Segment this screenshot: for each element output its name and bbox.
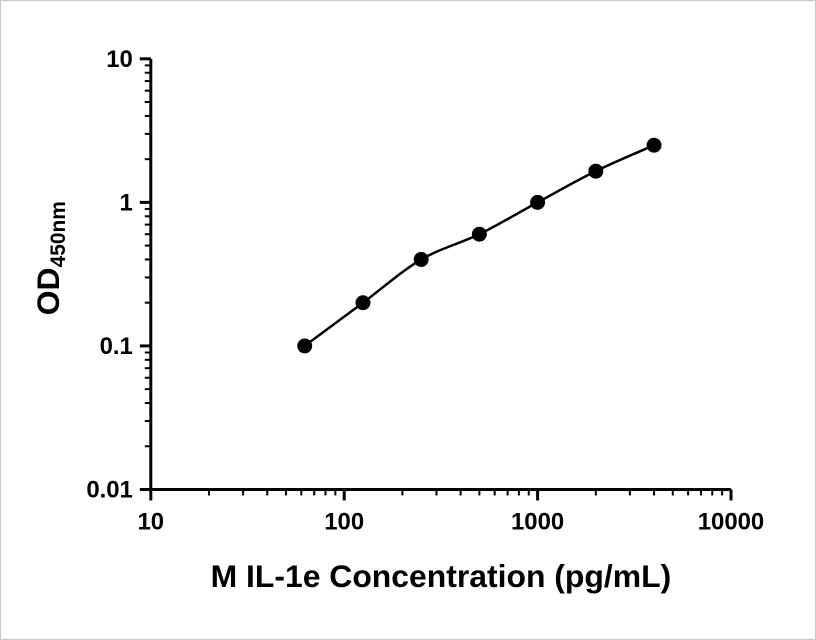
x-tick-label: 1000 (511, 508, 564, 535)
data-point (413, 252, 429, 267)
y-tick-label: 0.1 (100, 333, 133, 360)
data-point (588, 163, 604, 179)
y-axis-title: OD450nm (30, 201, 70, 315)
x-tick-label: 10 (138, 508, 165, 535)
data-point (355, 295, 371, 311)
y-tick-label: 0.01 (86, 476, 133, 503)
x-tick-label: 100 (324, 508, 364, 535)
x-tick-label: 10000 (698, 508, 764, 535)
data-point (471, 226, 487, 242)
data-point (530, 194, 546, 210)
y-tick-label: 10 (106, 46, 133, 73)
data-point (297, 338, 313, 354)
y-tick-label: 1 (120, 189, 133, 216)
x-axis-title: M IL-1e Concentration (pg/mL) (211, 558, 672, 594)
data-point (646, 137, 662, 153)
